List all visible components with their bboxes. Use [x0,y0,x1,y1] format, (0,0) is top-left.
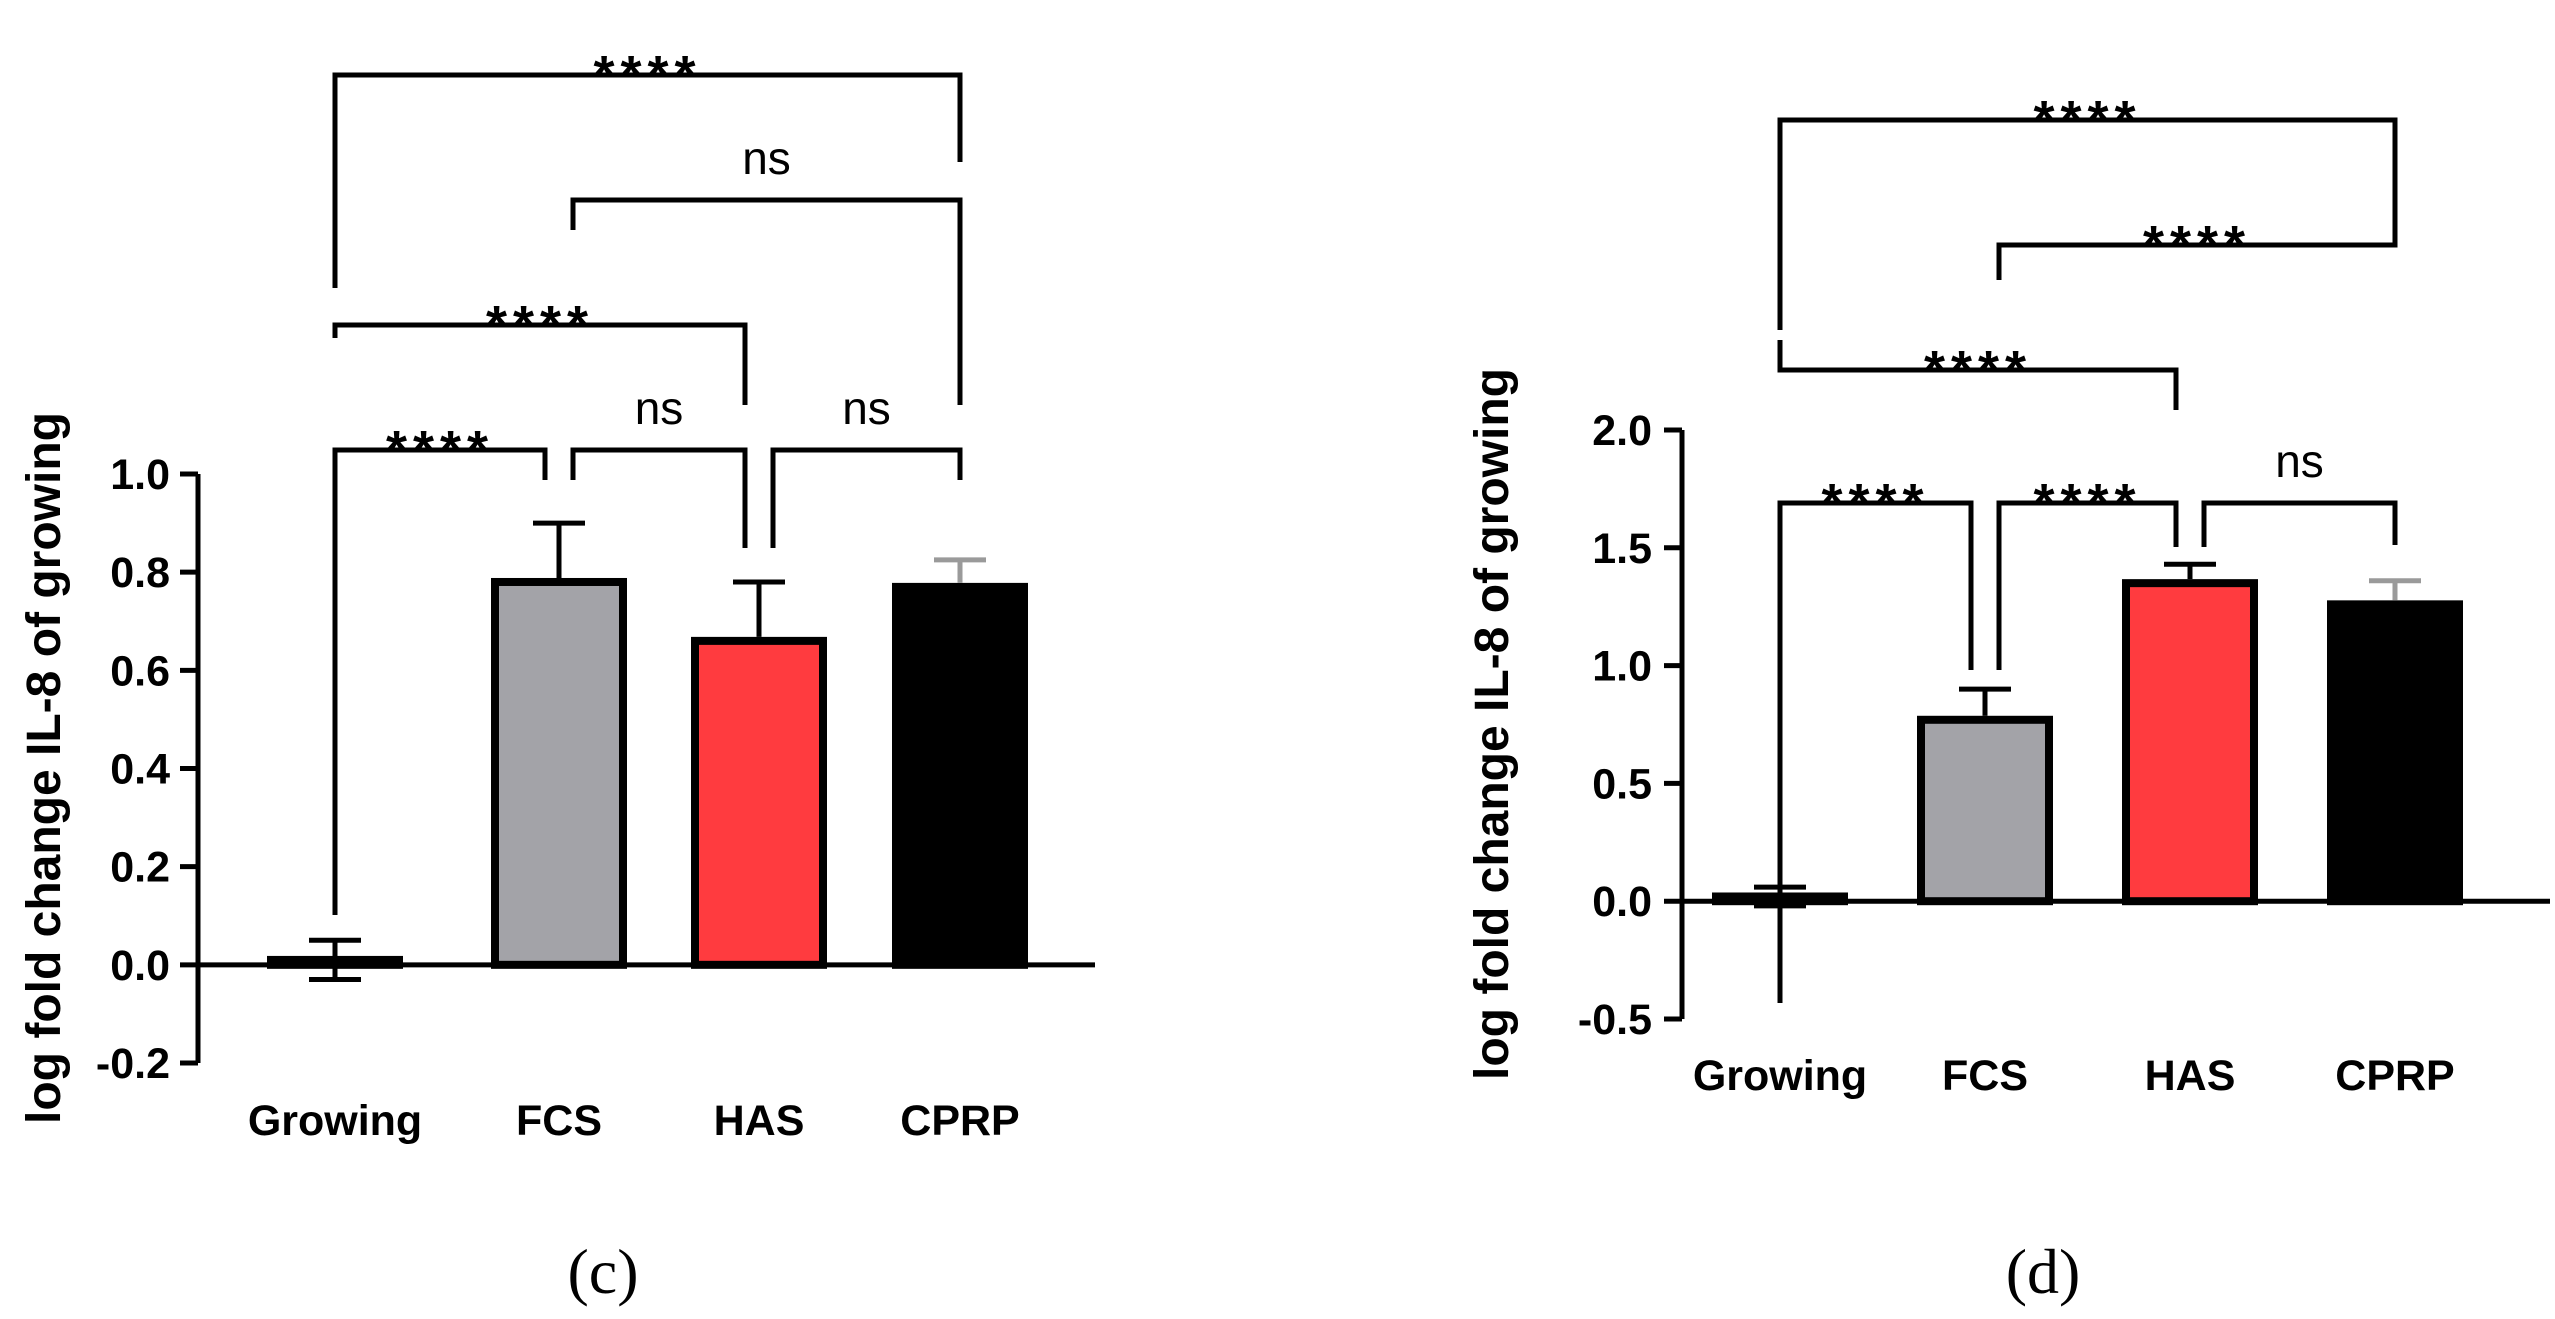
y-tick-label: 0.0 [110,942,170,990]
significance-bracket [332,72,963,288]
significance-bracket [332,447,548,915]
category-label: Growing [1693,1052,1867,1100]
category-label: HAS [714,1097,805,1145]
significance-label: **** [486,295,594,355]
panel-label: (d) [2006,1236,2081,1307]
bar-has [691,636,827,969]
significance-bracket [1996,500,2179,670]
significance-label: **** [1924,340,2032,400]
significance-label: **** [2143,215,2251,275]
bar-cprp [892,582,1028,969]
y-axis-label: log fold change IL-8 of growing [1466,368,1519,1080]
significance-bracket [770,447,963,548]
y-tick-label: -0.5 [1578,996,1652,1044]
significance-bracket [570,447,748,548]
significance-bracket [1777,500,1974,1003]
category-label: CPRP [2335,1052,2454,1100]
significance-label: **** [386,420,494,480]
significance-bracket [1777,340,2179,410]
significance-bracket [1777,117,2398,330]
category-label: FCS [516,1097,602,1145]
y-tick-label: 1.5 [1592,525,1652,573]
significance-label: ns [742,132,791,184]
category-label: CPRP [900,1097,1019,1145]
y-tick-label: 0.4 [110,746,170,794]
significance-label: **** [1821,473,1929,533]
significance-label: **** [2033,473,2141,533]
y-tick-label: 0.5 [1592,760,1652,808]
bar-fcs [491,577,627,969]
y-tick-label: 1.0 [1592,643,1652,691]
y-axis-label: log fold change IL-8 of growing [18,412,71,1124]
significance-label: ns [2275,435,2324,487]
y-tick-label: 1.0 [110,451,170,499]
y-tick-label: 0.6 [110,647,170,695]
significance-label: **** [593,45,701,105]
category-label: Growing [248,1097,422,1145]
category-label: FCS [1942,1052,2028,1100]
chart-panel-1: -0.5 0.0 0.5 1.0 1.5 2.0 log fold change IL-8 … [1466,90,2550,1307]
significance-bracket [570,197,963,405]
significance-bracket [332,322,748,405]
y-tick-label: -0.2 [96,1040,170,1088]
significance-label: ns [842,382,891,434]
y-tick-label: 0.0 [1592,878,1652,926]
y-tick-label: 0.8 [110,549,170,597]
significance-bracket [2201,500,2398,547]
significance-bracket [1996,205,2398,280]
y-tick-label: 0.2 [110,844,170,892]
category-label: HAS [2145,1052,2236,1100]
significance-label: ns [635,382,684,434]
significance-label: **** [2033,90,2141,150]
panel-label: (c) [567,1236,638,1307]
bar-fcs [1917,715,2053,906]
y-tick-label: 2.0 [1592,407,1652,455]
chart-panel-0: -0.2 0.0 0.2 0.4 0.6 0.8 1.0 log fold change IL… [18,45,1095,1307]
bar-has [2122,579,2258,906]
bar-cprp [2327,600,2463,906]
